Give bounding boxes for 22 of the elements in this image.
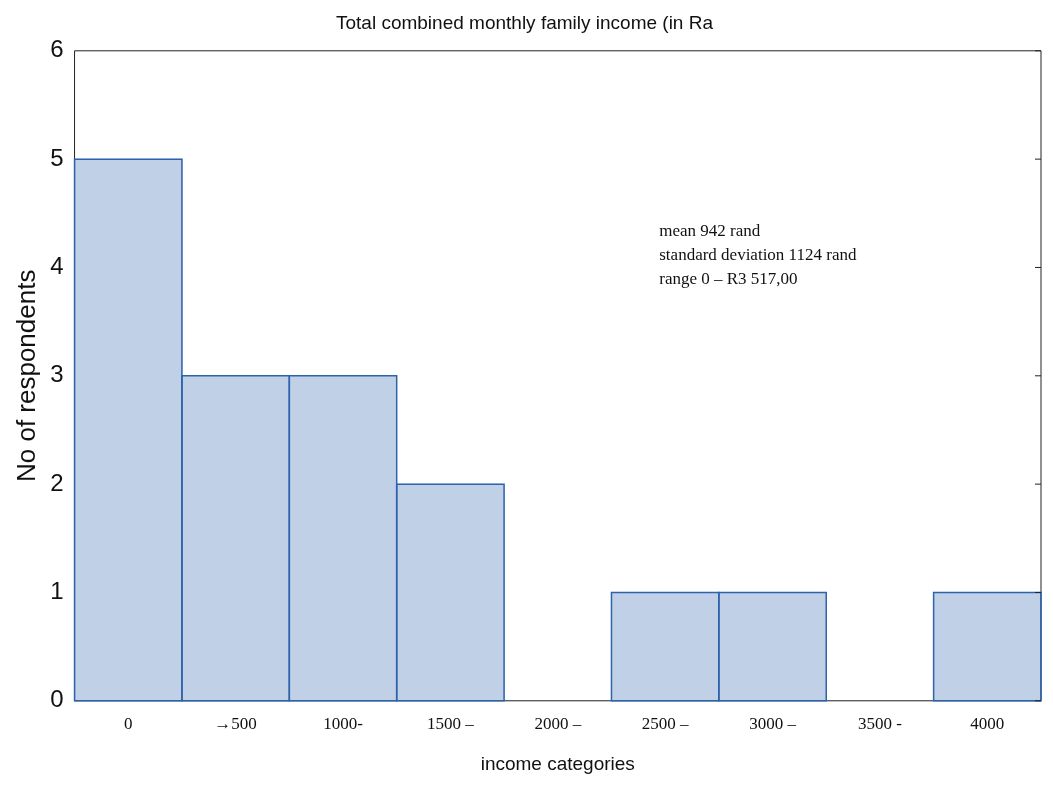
x-tick-label: 0 bbox=[123, 714, 133, 734]
x-tick-label: 1500 – bbox=[427, 714, 475, 734]
y-tick-label: 3 bbox=[50, 360, 64, 388]
y-axis-title: No of respondents bbox=[10, 269, 41, 483]
x-tick-label: 3000 – bbox=[749, 714, 797, 734]
y-tick-label: 2 bbox=[50, 468, 64, 496]
y-tick-label: 6 bbox=[50, 35, 64, 63]
x-tick-label: 3500 - bbox=[857, 714, 903, 734]
x-tick-label: 2000 – bbox=[534, 714, 582, 734]
x-tick-label: 1000- bbox=[323, 714, 364, 734]
annotation: standard deviation 1124 rand bbox=[659, 245, 857, 265]
chart-title: Total combined monthly family income (in Ra bbox=[336, 11, 714, 33]
y-tick-label: 0 bbox=[50, 685, 64, 713]
y-tick-label: 5 bbox=[50, 143, 64, 171]
annotation: range 0 – R3 517,00 bbox=[659, 269, 798, 289]
annotation: mean 942 rand bbox=[659, 221, 761, 241]
x-axis-title: income categories bbox=[480, 752, 635, 774]
x-tick-label: →500 bbox=[214, 714, 257, 734]
x-tick-label: 4000 bbox=[970, 714, 1005, 734]
y-tick-label: 4 bbox=[50, 252, 64, 280]
y-tick-label: 1 bbox=[50, 577, 64, 605]
x-tick-label: 2500 – bbox=[641, 714, 690, 734]
